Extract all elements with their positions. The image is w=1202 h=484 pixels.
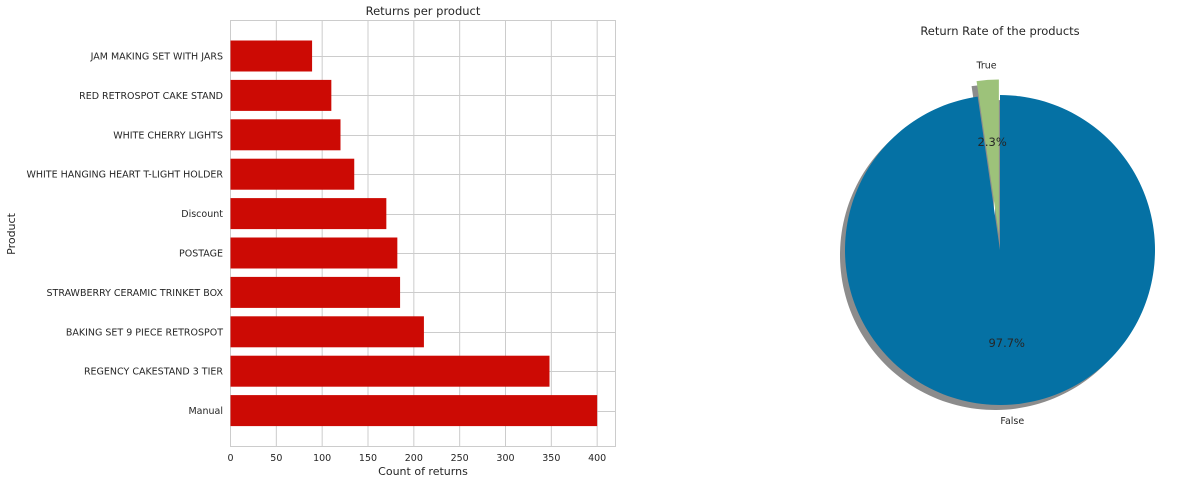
bar-x-tick-labels: 0 50 100 150 200 250 300 350 400 <box>227 453 606 464</box>
x-tick-label-1: 50 <box>270 453 282 464</box>
bar-1 <box>230 79 332 111</box>
bar-x-axis-label: Count of returns <box>378 465 468 478</box>
bar-5 <box>230 237 398 269</box>
bar-chart-title: Returns per product <box>366 4 481 18</box>
y-tick-label-5: POSTAGE <box>179 249 223 260</box>
pie-chart-title: Return Rate of the products <box>920 24 1079 38</box>
bar-6 <box>230 276 401 308</box>
pie-slice-true <box>976 79 999 235</box>
bar-3 <box>230 158 355 190</box>
bar-4 <box>230 198 387 230</box>
y-tick-label-7: BAKING SET 9 PIECE RETROSPOT <box>66 327 223 338</box>
y-tick-label-9: Manual <box>188 406 223 417</box>
y-tick-label-6: STRAWBERRY CERAMIC TRINKET BOX <box>47 288 224 299</box>
x-tick-label-2: 100 <box>313 453 331 464</box>
bar-series <box>230 40 598 427</box>
x-tick-label-3: 150 <box>359 453 377 464</box>
pie-label-true: True <box>975 60 996 71</box>
bar-9 <box>230 395 598 427</box>
y-tick-label-4: Discount <box>181 209 223 220</box>
x-tick-label-4: 200 <box>405 453 423 464</box>
y-tick-label-2: WHITE CHERRY LIGHTS <box>113 130 223 141</box>
bar-y-axis-label: Product <box>5 212 18 254</box>
return-rate-pie-chart: Return Rate of the products True 2.3% Fals… <box>839 24 1155 427</box>
y-tick-label-1: RED RETROSPOT CAKE STAND <box>79 91 223 102</box>
pie-slices <box>839 79 1155 410</box>
x-tick-label-7: 350 <box>542 453 560 464</box>
bar-7 <box>230 316 424 348</box>
pie-pct-true: 2.3% <box>978 135 1007 149</box>
y-tick-label-0: JAM MAKING SET WITH JARS <box>90 52 223 63</box>
y-tick-label-3: WHITE HANGING HEART T-LIGHT HOLDER <box>26 170 223 181</box>
returns-bar-chart: JAM MAKING SET WITH JARS RED RETROSPOT CA… <box>5 4 616 478</box>
bar-8 <box>230 355 550 387</box>
x-tick-label-8: 400 <box>588 453 606 464</box>
pie-label-false: False <box>1000 416 1024 427</box>
bar-0 <box>230 40 313 72</box>
pie-labels: True 2.3% False 97.7% <box>975 60 1025 427</box>
x-tick-label-0: 0 <box>227 453 233 464</box>
x-tick-label-5: 250 <box>451 453 469 464</box>
pie-pct-false: 97.7% <box>988 336 1025 350</box>
pie-slice-false <box>844 95 1155 406</box>
x-tick-label-6: 300 <box>496 453 514 464</box>
y-tick-label-8: REGENCY CAKESTAND 3 TIER <box>84 367 223 378</box>
bar-2 <box>230 119 341 151</box>
bar-y-tick-labels: JAM MAKING SET WITH JARS RED RETROSPOT CA… <box>26 52 223 418</box>
